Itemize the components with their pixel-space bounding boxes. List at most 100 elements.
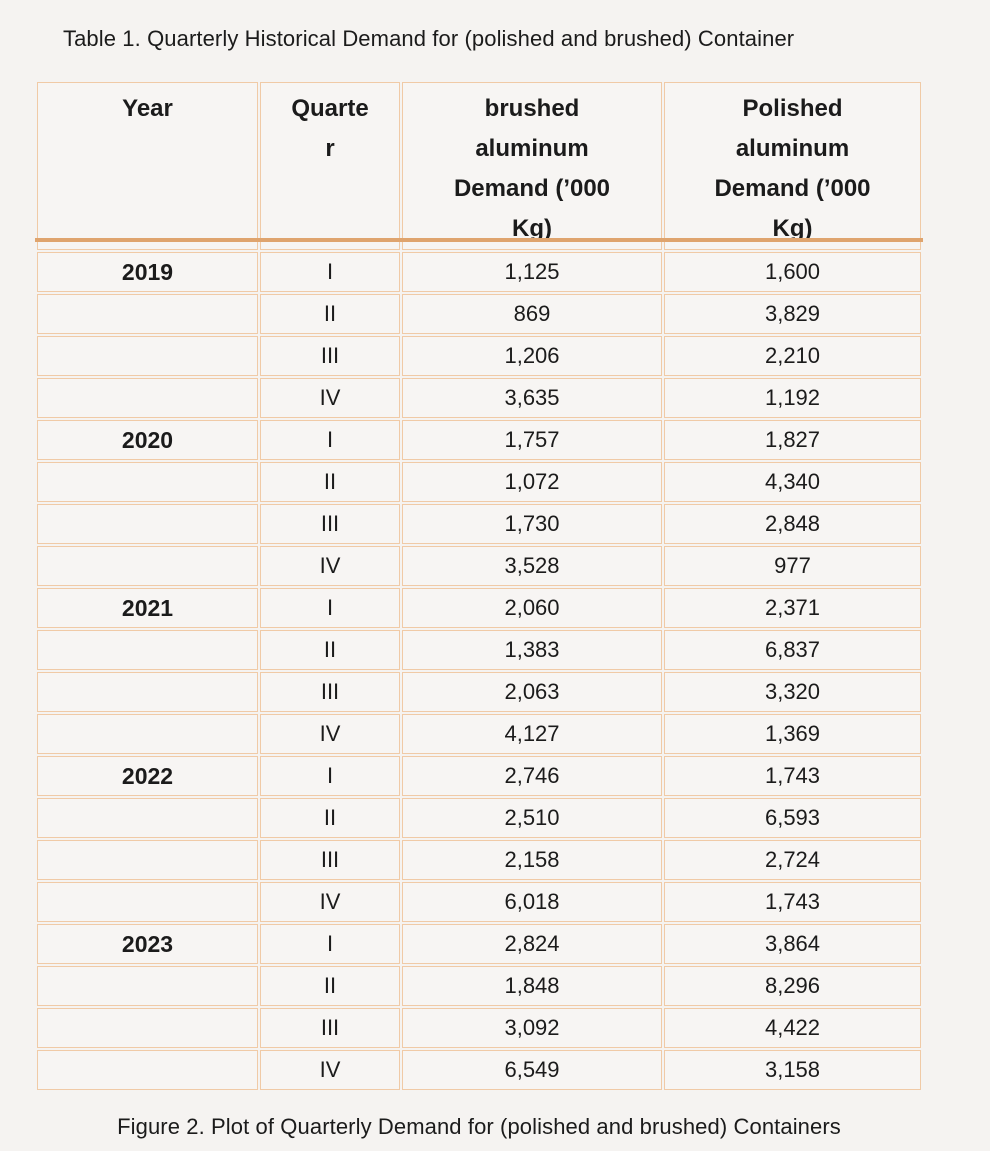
polished-demand-cell: 8,296 [664,966,921,1006]
polished-demand-column-header: Polished aluminum Demand (’000 Kg) [664,82,921,250]
demand-table-body: 2019 I 1,125 1,600 II 869 3,829 III 1,206 2,210 IV… [37,252,921,1090]
polished-demand-cell: 6,593 [664,798,921,838]
brushed-demand-cell: 1,757 [402,420,662,460]
quarter-cell: III [260,336,400,376]
table-row: 2021 I 2,060 2,371 [37,588,921,628]
quarter-cell: IV [260,378,400,418]
polished-demand-cell: 1,369 [664,714,921,754]
brushed-demand-cell: 2,158 [402,840,662,880]
table-row: 2022 I 2,746 1,743 [37,756,921,796]
brushed-demand-cell: 2,510 [402,798,662,838]
quarter-cell: II [260,630,400,670]
quarter-cell: III [260,1008,400,1048]
polished-demand-cell: 2,371 [664,588,921,628]
table-row: IV 6,549 3,158 [37,1050,921,1090]
demand-table: Year Quarter brushed aluminum Demand (’0… [35,80,923,1092]
year-cell: 2023 [37,924,258,964]
brushed-demand-cell: 1,848 [402,966,662,1006]
year-cell [37,1008,258,1048]
year-cell [37,840,258,880]
quarter-cell: III [260,672,400,712]
quarter-cell: IV [260,714,400,754]
table-row: IV 3,635 1,192 [37,378,921,418]
polished-demand-cell: 4,422 [664,1008,921,1048]
year-cell [37,336,258,376]
polished-demand-cell: 3,829 [664,294,921,334]
brushed-demand-cell: 2,060 [402,588,662,628]
quarter-cell: II [260,294,400,334]
quarter-cell: I [260,924,400,964]
polished-demand-cell: 1,827 [664,420,921,460]
table-row: 2019 I 1,125 1,600 [37,252,921,292]
year-cell [37,714,258,754]
quarter-cell: IV [260,546,400,586]
polished-demand-cell: 3,320 [664,672,921,712]
table-row: III 1,730 2,848 [37,504,921,544]
header-row: Year Quarter brushed aluminum Demand (’0… [37,82,921,250]
table-row: 2023 I 2,824 3,864 [37,924,921,964]
brushed-demand-cell: 3,528 [402,546,662,586]
polished-demand-cell: 977 [664,546,921,586]
table-header: Year Quarter brushed aluminum Demand (’0… [37,82,921,250]
table-row: II 1,072 4,340 [37,462,921,502]
brushed-demand-cell: 1,730 [402,504,662,544]
brushed-demand-column-header: brushed aluminum Demand (’000 Kg) [402,82,662,250]
polished-demand-cell: 6,837 [664,630,921,670]
quarter-cell: I [260,420,400,460]
brushed-demand-cell: 1,125 [402,252,662,292]
year-cell [37,630,258,670]
brushed-demand-cell: 4,127 [402,714,662,754]
year-cell [37,462,258,502]
quarter-column-header: Quarter [260,82,400,250]
year-cell [37,504,258,544]
brushed-demand-cell: 2,824 [402,924,662,964]
year-cell: 2021 [37,588,258,628]
quarter-cell: II [260,798,400,838]
table-row: IV 4,127 1,369 [37,714,921,754]
brushed-demand-cell: 6,549 [402,1050,662,1090]
quarter-cell: III [260,504,400,544]
year-cell [37,294,258,334]
table-row: IV 6,018 1,743 [37,882,921,922]
table-row: III 1,206 2,210 [37,336,921,376]
quarter-cell: I [260,756,400,796]
table-container: Year Quarter brushed aluminum Demand (’0… [35,80,923,1092]
figure-caption: Figure 2. Plot of Quarterly Demand for (… [117,1114,841,1139]
brushed-demand-cell: 2,746 [402,756,662,796]
quarter-cell: IV [260,1050,400,1090]
year-cell [37,378,258,418]
table-row: II 869 3,829 [37,294,921,334]
polished-demand-cell: 1,192 [664,378,921,418]
table-row: III 2,063 3,320 [37,672,921,712]
brushed-demand-cell: 2,063 [402,672,662,712]
table-row: III 2,158 2,724 [37,840,921,880]
brushed-demand-cell: 1,072 [402,462,662,502]
year-cell [37,672,258,712]
polished-demand-cell: 1,743 [664,756,921,796]
polished-demand-cell: 4,340 [664,462,921,502]
brushed-demand-cell: 6,018 [402,882,662,922]
year-cell [37,882,258,922]
quarter-cell: I [260,588,400,628]
quarter-cell: I [260,252,400,292]
brushed-demand-cell: 1,383 [402,630,662,670]
polished-demand-cell: 1,600 [664,252,921,292]
brushed-demand-cell: 3,092 [402,1008,662,1048]
year-cell [37,1050,258,1090]
polished-demand-cell: 1,743 [664,882,921,922]
brushed-demand-cell: 1,206 [402,336,662,376]
year-cell: 2020 [37,420,258,460]
table-row: IV 3,528 977 [37,546,921,586]
year-cell [37,798,258,838]
table-row: III 3,092 4,422 [37,1008,921,1048]
quarter-cell: IV [260,882,400,922]
polished-demand-cell: 2,210 [664,336,921,376]
table-row: 2020 I 1,757 1,827 [37,420,921,460]
quarter-cell: II [260,462,400,502]
quarter-cell: III [260,840,400,880]
table-row: II 1,848 8,296 [37,966,921,1006]
polished-demand-cell: 3,864 [664,924,921,964]
quarter-cell: II [260,966,400,1006]
polished-demand-cell: 2,848 [664,504,921,544]
